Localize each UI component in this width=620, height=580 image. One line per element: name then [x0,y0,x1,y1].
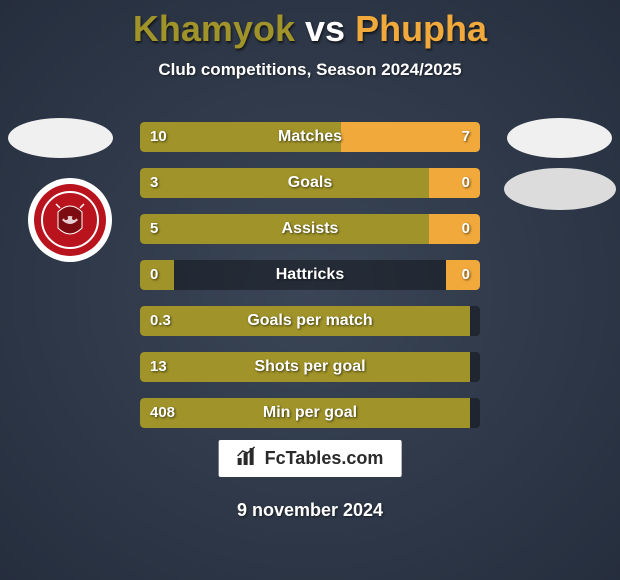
stats-comparison-chart: Matches107 Goals30 Assists50 Hattricks00 Goa… [140,122,480,444]
club-crest-icon [34,184,106,256]
player1-club-badge [28,178,112,262]
brand-badge: FcTables.com [219,440,402,477]
stat-bar-left [140,352,470,382]
date-label: 9 november 2024 [0,500,620,521]
stat-bar-left [140,168,429,198]
stat-bar-left [140,122,341,152]
stat-bar-right [446,260,480,290]
stat-row: Goals30 [140,168,480,198]
stat-row: Hattricks00 [140,260,480,290]
stat-row: Goals per match0.3 [140,306,480,336]
brand-name: FcTables.com [265,448,384,469]
stat-row: Min per goal408 [140,398,480,428]
stat-bar-left [140,306,470,336]
stat-bar-left [140,260,174,290]
stat-row: Matches107 [140,122,480,152]
stat-row: Assists50 [140,214,480,244]
title-player1: Khamyok [133,8,295,49]
stat-bar-right [429,168,480,198]
stat-row: Shots per goal13 [140,352,480,382]
stat-bar-right [341,122,480,152]
stat-bar-left [140,214,429,244]
player2-avatar-placeholder [507,118,612,158]
player1-avatar-placeholder [8,118,113,158]
stat-bar-left [140,398,470,428]
title-player2: Phupha [355,8,487,49]
subtitle: Club competitions, Season 2024/2025 [0,60,620,80]
page-title: Khamyok vs Phupha [0,0,620,50]
player2-club-placeholder [504,168,616,210]
title-vs: vs [305,8,345,49]
chart-icon [237,446,259,471]
stat-label: Hattricks [140,260,480,290]
stat-bar-right [429,214,480,244]
